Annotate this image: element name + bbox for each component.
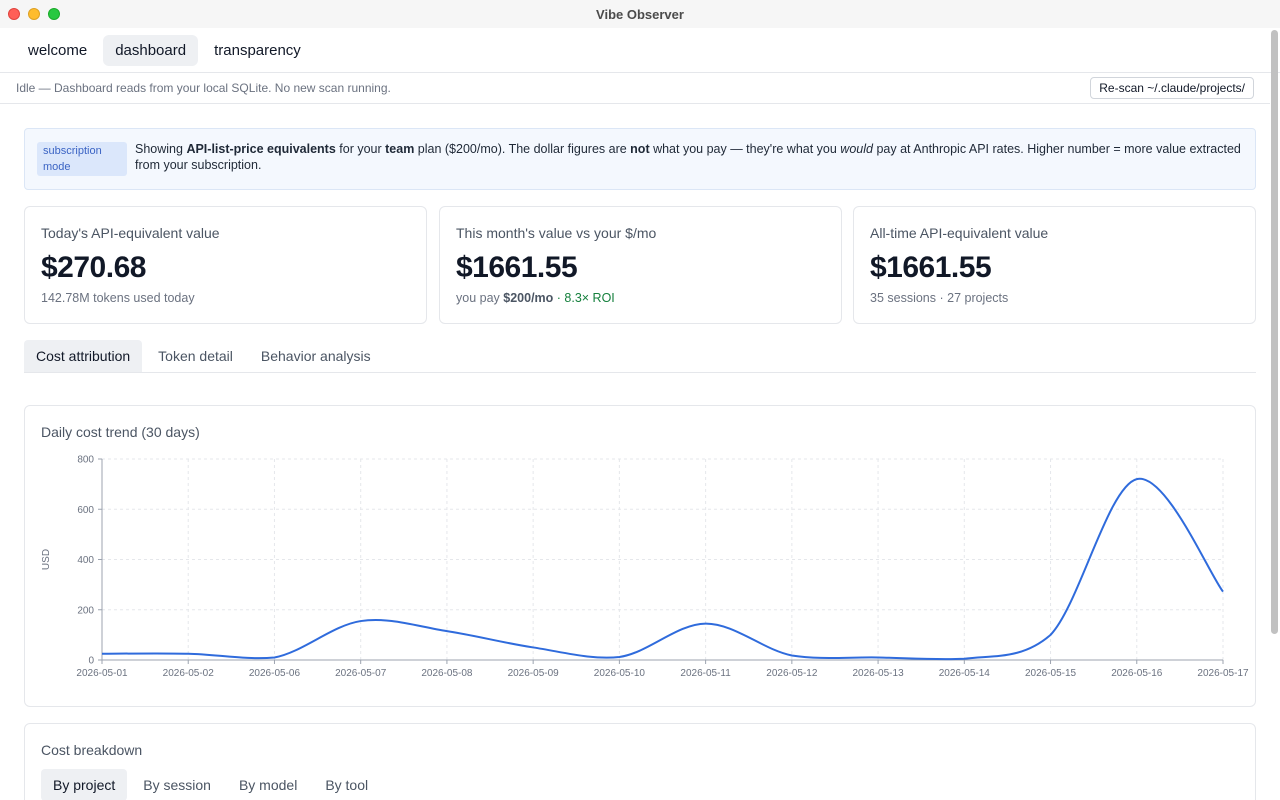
- x-tick-label: 2026-05-11: [680, 668, 731, 679]
- x-tick-label: 2026-05-12: [766, 668, 818, 679]
- minimize-window-button[interactable]: [28, 8, 40, 20]
- month-value-card: This month's value vs your $/mo $1661.55…: [439, 206, 842, 324]
- cost-series-line: [101, 478, 1224, 661]
- today-value-card: Today's API-equivalent value $270.68 142…: [24, 206, 427, 324]
- x-tick-label: 2026-05-07: [335, 668, 387, 679]
- window-title: Vibe Observer: [596, 6, 684, 22]
- card-subtext: you pay $200/mo · 8.3× ROI: [456, 291, 615, 305]
- window-controls: [8, 8, 60, 20]
- y-tick-label: 0: [88, 656, 94, 667]
- tab-by-tool[interactable]: By tool: [325, 777, 369, 793]
- tab-cost-attribution[interactable]: Cost attribution: [24, 340, 143, 372]
- notice-text: Showing API-list-price equivalents for y…: [135, 142, 1241, 172]
- y-tick-label: 200: [77, 605, 94, 616]
- top-nav: welcome dashboard transparency: [0, 28, 1280, 73]
- x-tick-label: 2026-05-13: [852, 668, 904, 679]
- breakdown-tabs: By project By session By model By tool: [41, 769, 384, 800]
- card-label: All-time API-equivalent value: [870, 225, 1049, 241]
- nav-tab-transparency[interactable]: transparency: [214, 41, 301, 59]
- card-value: $270.68: [41, 251, 146, 284]
- x-tick-label: 2026-05-01: [76, 668, 128, 679]
- breakdown-title: Cost breakdown: [41, 742, 143, 758]
- x-tick-label: 2026-05-10: [594, 668, 646, 679]
- tab-by-project[interactable]: By project: [41, 769, 128, 800]
- status-bar: Idle — Dashboard reads from your local S…: [0, 73, 1270, 104]
- tab-token-detail[interactable]: Token detail: [158, 348, 233, 364]
- subscription-notice: subscription mode Showing API-list-price…: [24, 128, 1256, 190]
- alltime-value-card: All-time API-equivalent value $1661.55 3…: [853, 206, 1256, 324]
- close-window-button[interactable]: [8, 8, 20, 20]
- daily-cost-chart-panel: Daily cost trend (30 days) 0 200 400 600 800…: [24, 405, 1256, 707]
- card-subtext: 142.78M tokens used today: [41, 291, 195, 305]
- card-value: $1661.55: [870, 251, 992, 284]
- analysis-tabs: Cost attribution Token detail Behavior a…: [24, 340, 1256, 373]
- card-label: Today's API-equivalent value: [41, 225, 220, 241]
- x-tick-label: 2026-05-14: [939, 668, 991, 679]
- nav-tab-dashboard[interactable]: dashboard: [103, 34, 199, 66]
- card-label: This month's value vs your $/mo: [456, 225, 657, 241]
- x-tick-label: 2026-05-08: [421, 668, 473, 679]
- tab-by-session[interactable]: By session: [143, 777, 211, 793]
- rescan-button[interactable]: Re-scan ~/.claude/projects/: [1090, 77, 1254, 99]
- y-tick-label: 400: [77, 555, 94, 566]
- title-bar: Vibe Observer: [0, 0, 1280, 28]
- maximize-window-button[interactable]: [48, 8, 60, 20]
- y-tick-label: 600: [77, 505, 94, 516]
- x-tick-label: 2026-05-06: [249, 668, 301, 679]
- chart-title: Daily cost trend (30 days): [41, 424, 200, 440]
- x-tick-label: 2026-05-15: [1025, 668, 1077, 679]
- card-subtext: 35 sessions · 27 projects: [870, 291, 1009, 305]
- x-tick-label: 2026-05-17: [1197, 668, 1249, 679]
- tab-behavior-analysis[interactable]: Behavior analysis: [260, 348, 371, 364]
- daily-cost-chart: 0 200 400 600 800 2026-05-01 2026-05-02 2026-05…: [41, 455, 1249, 680]
- status-text: Idle — Dashboard reads from your local S…: [16, 81, 391, 95]
- x-tick-label: 2026-05-09: [508, 668, 560, 679]
- nav-tab-welcome[interactable]: welcome: [28, 41, 88, 59]
- cost-breakdown-panel: Cost breakdown By project By session By …: [24, 723, 1256, 800]
- x-tick-label: 2026-05-16: [1111, 668, 1163, 679]
- roi-text: · 8.3× ROI: [553, 291, 615, 305]
- y-tick-label: 800: [77, 455, 94, 466]
- x-tick-label: 2026-05-02: [163, 668, 215, 679]
- scrollbar[interactable]: [1271, 30, 1278, 634]
- y-axis-label: USD: [41, 549, 52, 570]
- subscription-mode-badge: subscription mode: [37, 142, 127, 176]
- tab-by-model[interactable]: By model: [238, 777, 298, 793]
- card-value: $1661.55: [456, 251, 578, 284]
